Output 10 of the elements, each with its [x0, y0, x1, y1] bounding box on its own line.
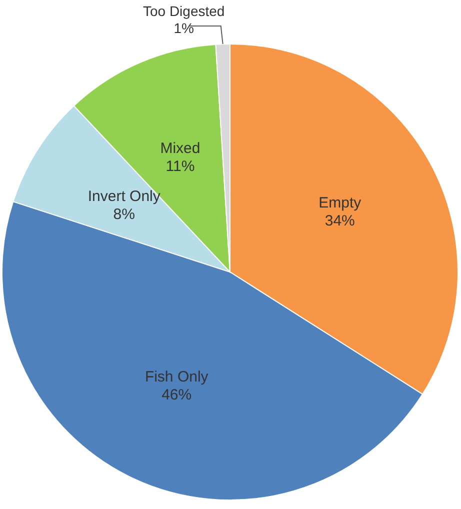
data-label: 34%	[324, 212, 355, 230]
data-label: 8%	[113, 206, 135, 223]
data-label: 11%	[166, 158, 195, 175]
slice-label: Empty	[318, 194, 362, 212]
slice-label: Too Digested	[142, 3, 225, 19]
slice-label: Fish Only	[144, 368, 209, 386]
data-label: 46%	[162, 386, 192, 404]
data-label: 1%	[174, 20, 194, 36]
slice-label: Mixed	[160, 140, 200, 157]
slice-label: Invert Only	[88, 188, 161, 205]
